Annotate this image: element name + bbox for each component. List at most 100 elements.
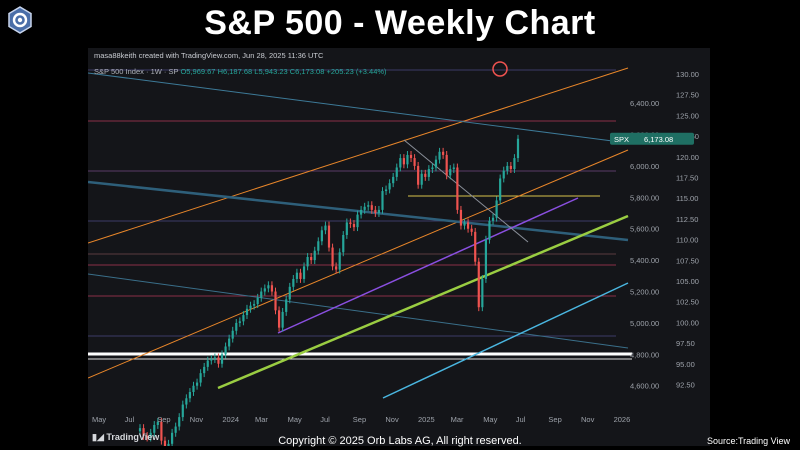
secondary-tick-label: 105.00 xyxy=(676,277,699,286)
candle-body xyxy=(413,158,416,166)
time-tick-label: 2024 xyxy=(222,415,239,424)
price-badge-symbol: SPX xyxy=(614,135,629,144)
candle-body xyxy=(317,241,320,251)
time-tick-label: Sep xyxy=(548,415,561,424)
trend-line xyxy=(403,139,529,243)
candle-body xyxy=(370,205,373,210)
tradingview-label: TradingView xyxy=(106,432,160,442)
candle-body xyxy=(463,222,466,226)
secondary-tick-label: 107.50 xyxy=(676,256,699,265)
candle-body xyxy=(181,404,184,418)
candle-body xyxy=(170,432,174,444)
candle-body xyxy=(491,217,495,221)
chart-panel[interactable]: 6,400.006,200.006,000.005,800.005,600.00… xyxy=(88,48,710,446)
price-tick-label: 6,400.00 xyxy=(630,99,659,108)
candle-body xyxy=(220,354,224,364)
target-circle xyxy=(492,61,508,77)
trend-line xyxy=(382,282,629,399)
candle-body xyxy=(331,247,334,267)
price-tick-label: 5,200.00 xyxy=(630,288,659,297)
ohlc-open: O5,969.67 xyxy=(180,67,216,76)
candle-body xyxy=(138,428,142,432)
candle-body xyxy=(470,228,473,232)
price-badge xyxy=(610,132,694,145)
secondary-tick-label: 102.50 xyxy=(676,298,699,307)
candle-body xyxy=(188,392,192,399)
candle-body xyxy=(459,209,463,226)
candle-body xyxy=(142,428,145,436)
candle-body xyxy=(406,154,409,165)
secondary-tick-label: 117.50 xyxy=(676,174,698,183)
candle-body xyxy=(270,285,274,292)
hexagon-gear-icon xyxy=(6,6,34,34)
candle-body xyxy=(402,158,405,165)
trend-line xyxy=(88,273,629,349)
candle-body xyxy=(299,272,302,279)
candle-body xyxy=(420,173,423,185)
time-tick-label: Nov xyxy=(190,415,204,424)
ohlc-readout: S&P 500 Index · 1W · SP O5,969.67 H6,187… xyxy=(94,67,387,76)
candle-body xyxy=(245,308,249,316)
secondary-tick-label: 95.00 xyxy=(676,360,695,369)
secondary-tick-label: 130.00 xyxy=(676,70,699,79)
candle-body xyxy=(295,272,299,279)
candle-body xyxy=(456,167,459,210)
time-tick-label: Mar xyxy=(451,415,464,424)
candle-body xyxy=(345,222,348,235)
candle-body xyxy=(442,151,445,155)
price-tick-label: 6,000.00 xyxy=(630,162,659,171)
candle-body xyxy=(313,250,316,261)
copyright-text: Copyright © 2025 Orb Labs AG, All right … xyxy=(278,435,522,447)
secondary-tick-label: 110.00 xyxy=(676,236,698,245)
secondary-tick-label: 120.00 xyxy=(676,153,699,162)
candle-body xyxy=(292,278,295,287)
weekly-chart[interactable]: 6,400.006,200.006,000.005,800.005,600.00… xyxy=(88,48,710,446)
candle-body xyxy=(320,230,323,242)
candle-body xyxy=(153,424,156,433)
candle-body xyxy=(242,315,245,322)
secondary-tick-label: 97.50 xyxy=(676,339,695,348)
candle-body xyxy=(381,191,384,210)
candle-body xyxy=(160,421,163,441)
candle-body xyxy=(281,311,284,328)
candle-body xyxy=(495,200,498,218)
candle-body xyxy=(256,297,259,305)
candle-body xyxy=(481,278,484,308)
candle-body xyxy=(424,173,427,177)
secondary-tick-label: 125.00 xyxy=(676,111,699,120)
candle-body xyxy=(228,338,231,347)
candle-body xyxy=(352,224,356,228)
candle-body xyxy=(327,225,331,248)
price-tick-label: 5,400.00 xyxy=(630,256,659,265)
candle-body xyxy=(466,222,470,229)
trend-line xyxy=(88,67,629,244)
ohlc-change: +205.23 (+3.44%) xyxy=(326,67,387,76)
candle-body xyxy=(388,183,391,190)
candle-body xyxy=(431,167,434,170)
candle-body xyxy=(192,385,195,392)
trend-line xyxy=(88,149,629,379)
candle-body xyxy=(499,178,502,201)
candle-body xyxy=(285,299,288,312)
candle-body xyxy=(263,288,266,292)
candle-body xyxy=(195,382,199,386)
trend-line xyxy=(277,197,579,334)
candle-body xyxy=(516,138,520,159)
candle-body xyxy=(235,322,238,331)
tradingview-logo: ▮◢ TradingView xyxy=(92,432,160,442)
candle-body xyxy=(199,373,202,383)
candle-body xyxy=(488,220,491,240)
ohlc-low: L5,943.23 xyxy=(254,67,288,76)
candle-body xyxy=(267,285,270,289)
secondary-tick-label: 115.00 xyxy=(676,194,698,203)
candle-body xyxy=(249,305,252,309)
time-tick-label: Sep xyxy=(353,415,366,424)
price-tick-label: 5,800.00 xyxy=(630,193,659,202)
time-tick-label: Sep xyxy=(157,415,170,424)
candle-body xyxy=(502,170,505,179)
candle-body xyxy=(349,222,352,225)
secondary-tick-label: 112.50 xyxy=(676,215,698,224)
candle-body xyxy=(206,360,209,367)
candle-body xyxy=(392,176,395,184)
candle-body xyxy=(302,266,306,279)
